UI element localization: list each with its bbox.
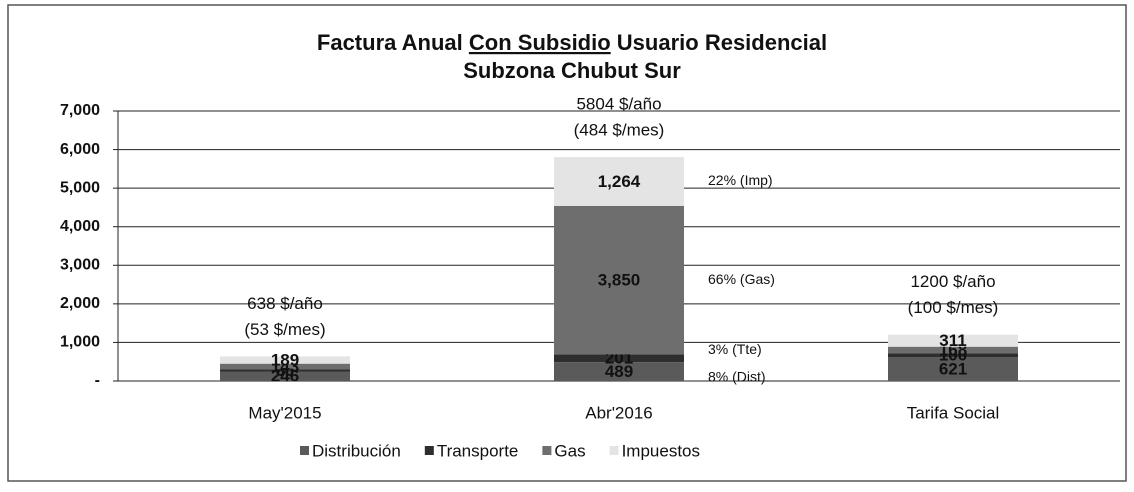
total-label: (53 $/mes) (244, 320, 325, 339)
y-tick-label: 3,000 (60, 257, 100, 274)
y-tick-label: 6,000 (60, 141, 100, 158)
data-label: 3,850 (598, 271, 641, 290)
bar-segment (220, 356, 350, 364)
legend-label: Impuestos (622, 441, 700, 460)
legend-swatch (424, 446, 434, 455)
total-label: 1200 $/año (910, 272, 995, 291)
chart-title: Factura Anual Con Subsidio Usuario Resid… (317, 30, 827, 55)
total-label: (484 $/mes) (574, 121, 665, 140)
legend-swatch (542, 446, 552, 455)
bar-segment (888, 346, 1018, 354)
y-tick-label: 1,000 (60, 334, 100, 351)
bar-segment (888, 357, 1018, 381)
y-tick-label: 5,000 (60, 179, 100, 196)
share-label: 3% (Tte) (708, 341, 762, 357)
data-label: 621 (939, 360, 967, 379)
y-tick-label: 7,000 (60, 102, 100, 119)
bar-segment (220, 363, 350, 370)
legend-label: Distribución (312, 441, 401, 460)
bar-segment (554, 354, 684, 363)
legend-swatch (300, 446, 309, 455)
total-label: (100 $/mes) (908, 298, 999, 317)
bar-segment (220, 371, 350, 381)
bar-segment (554, 362, 684, 381)
data-label: 489 (605, 362, 633, 381)
data-label: 1,264 (598, 172, 641, 191)
y-tick-label: 2,000 (60, 295, 100, 312)
data-label: 311 (939, 331, 966, 350)
share-label: 66% (Gas) (708, 271, 775, 287)
share-label: 8% (Dist) (708, 368, 766, 384)
total-label: 5804 $/año (576, 95, 661, 114)
bar-segment (220, 369, 350, 372)
legend-swatch (609, 446, 619, 455)
x-tick-label: Tarifa Social (907, 403, 1000, 422)
y-tick-label: 4,000 (60, 218, 100, 235)
bar-segment (554, 205, 684, 355)
bar-segment (888, 353, 1018, 358)
chart-subtitle: Subzona Chubut Sur (463, 58, 681, 83)
chart-border (7, 4, 1127, 482)
x-tick-label: Abr'2016 (585, 403, 653, 422)
title-part: Con Subsidio (469, 30, 611, 55)
legend-label: Gas (554, 441, 585, 460)
share-label: 22% (Imp) (708, 172, 773, 188)
data-label: 189 (271, 351, 299, 370)
x-tick-label: May'2015 (248, 403, 321, 422)
title-part: Factura Anual (317, 30, 463, 55)
total-label: 638 $/año (247, 294, 323, 313)
y-tick-label: - (95, 372, 100, 389)
bar-segment (554, 157, 684, 206)
bar-segment (888, 334, 1018, 347)
title-part: Usuario Residencial (617, 30, 827, 55)
legend-label: Transporte (437, 441, 519, 460)
